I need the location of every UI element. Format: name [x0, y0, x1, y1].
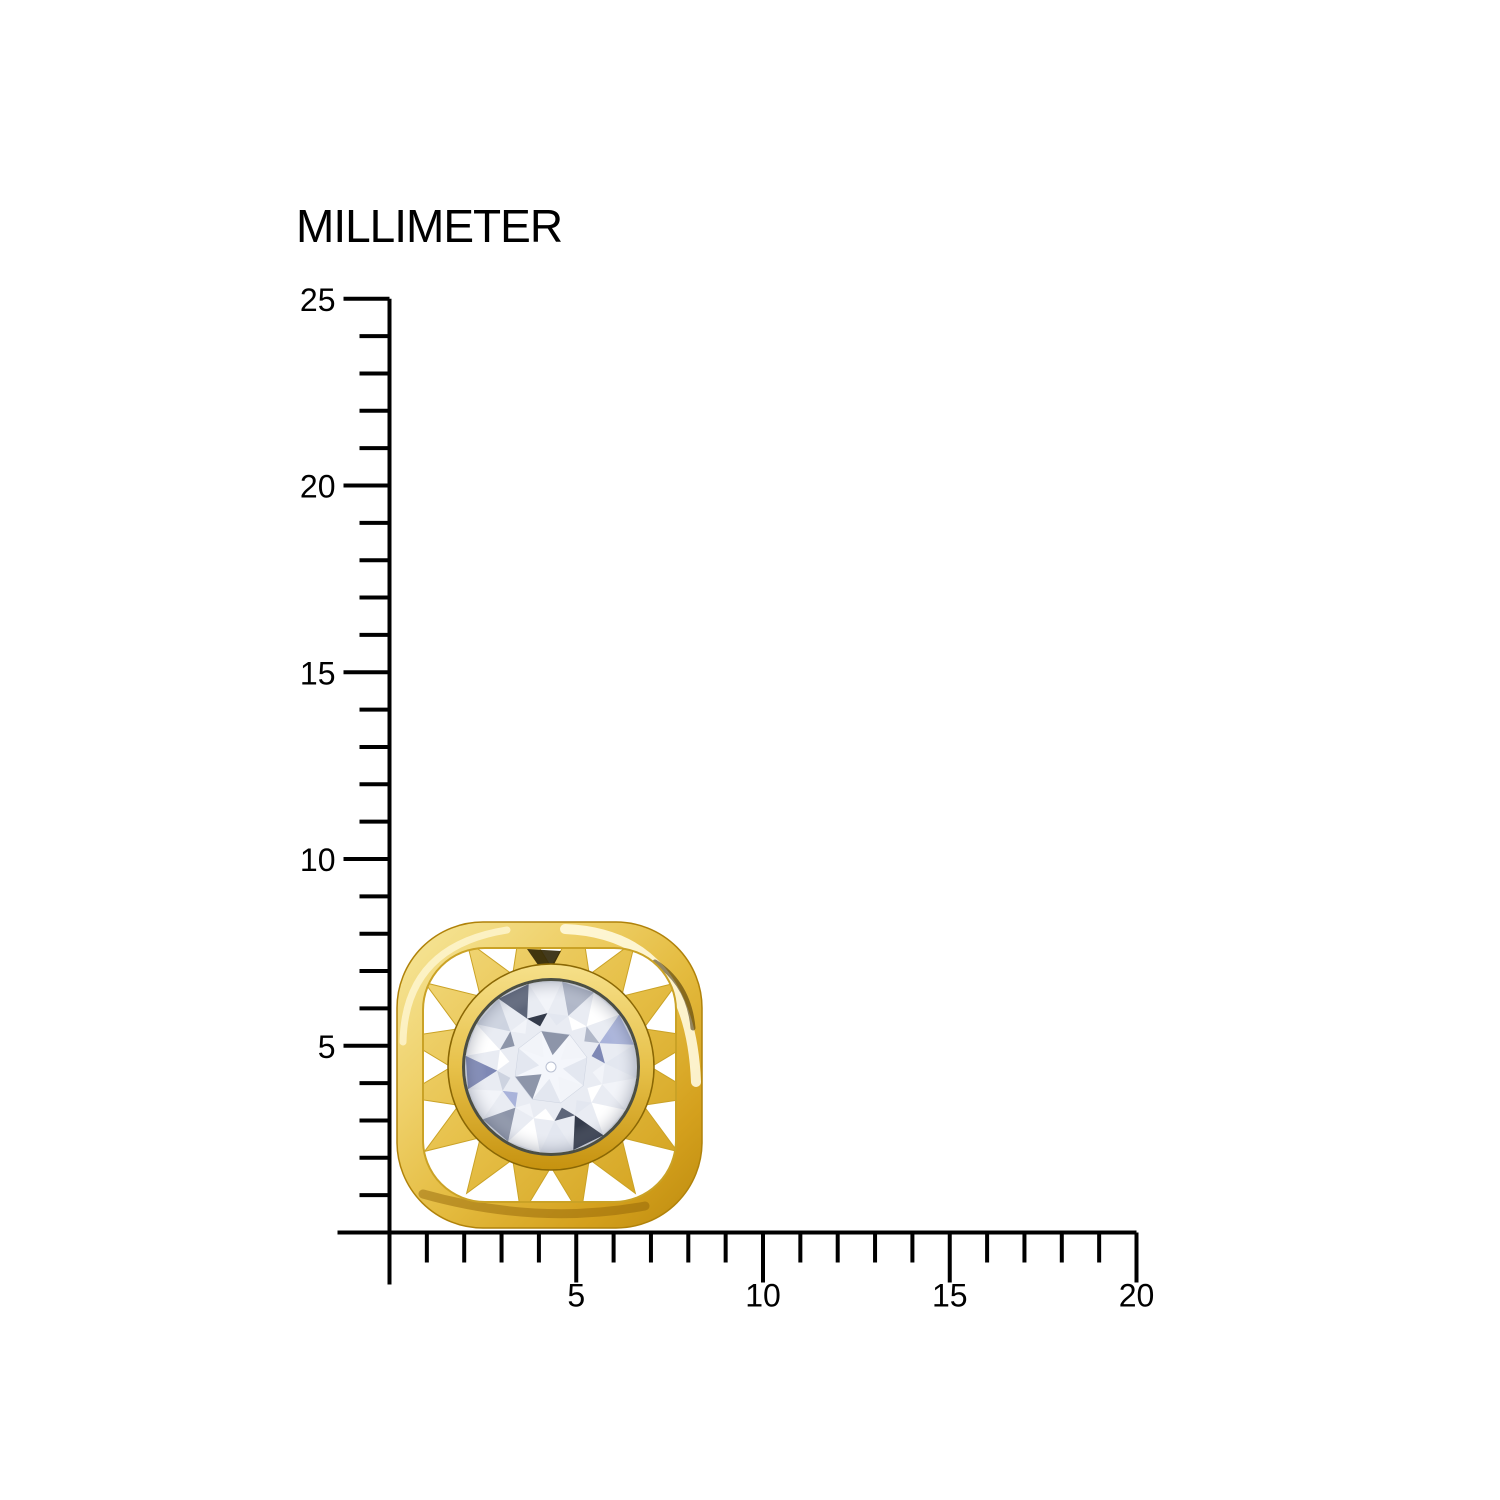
- x-axis-label: 15: [932, 1278, 968, 1314]
- y-axis-label: 20: [300, 469, 336, 505]
- y-axis-label: 25: [300, 282, 336, 318]
- bottom-shadow: [418, 1189, 650, 1219]
- diamond: [465, 981, 637, 1153]
- opening-frame-line: [422, 947, 677, 1203]
- jewelry-stud: [396, 921, 703, 1229]
- y-axis-label: 5: [318, 1029, 336, 1065]
- y-axis-label: 15: [300, 655, 336, 691]
- top-left-highlight: [399, 926, 511, 1046]
- x-axis-label: 5: [567, 1278, 585, 1314]
- diamond-shading: [465, 981, 637, 1153]
- y-axis-label: 10: [300, 842, 336, 878]
- x-axis-label: 20: [1119, 1278, 1155, 1314]
- corner-dark-streak: [652, 959, 696, 1031]
- ruler-labels: 25 20 15 10 5 5 10 15 20: [300, 282, 1154, 1314]
- millimeter-ruler: [337, 296, 1139, 1285]
- x-axis-label: 10: [745, 1278, 781, 1314]
- unit-title: MILLIMETER: [296, 200, 563, 252]
